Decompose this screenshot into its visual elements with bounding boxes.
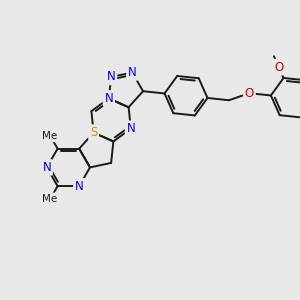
Text: N: N	[128, 66, 136, 79]
Text: O: O	[245, 87, 254, 100]
Text: S: S	[90, 126, 97, 139]
Text: N: N	[104, 92, 113, 105]
Text: Me: Me	[42, 194, 58, 204]
Text: N: N	[107, 70, 116, 83]
Text: N: N	[75, 180, 84, 193]
Text: N: N	[42, 161, 51, 174]
Text: N: N	[127, 122, 135, 135]
Text: O: O	[274, 61, 283, 74]
Text: Me: Me	[42, 130, 58, 141]
